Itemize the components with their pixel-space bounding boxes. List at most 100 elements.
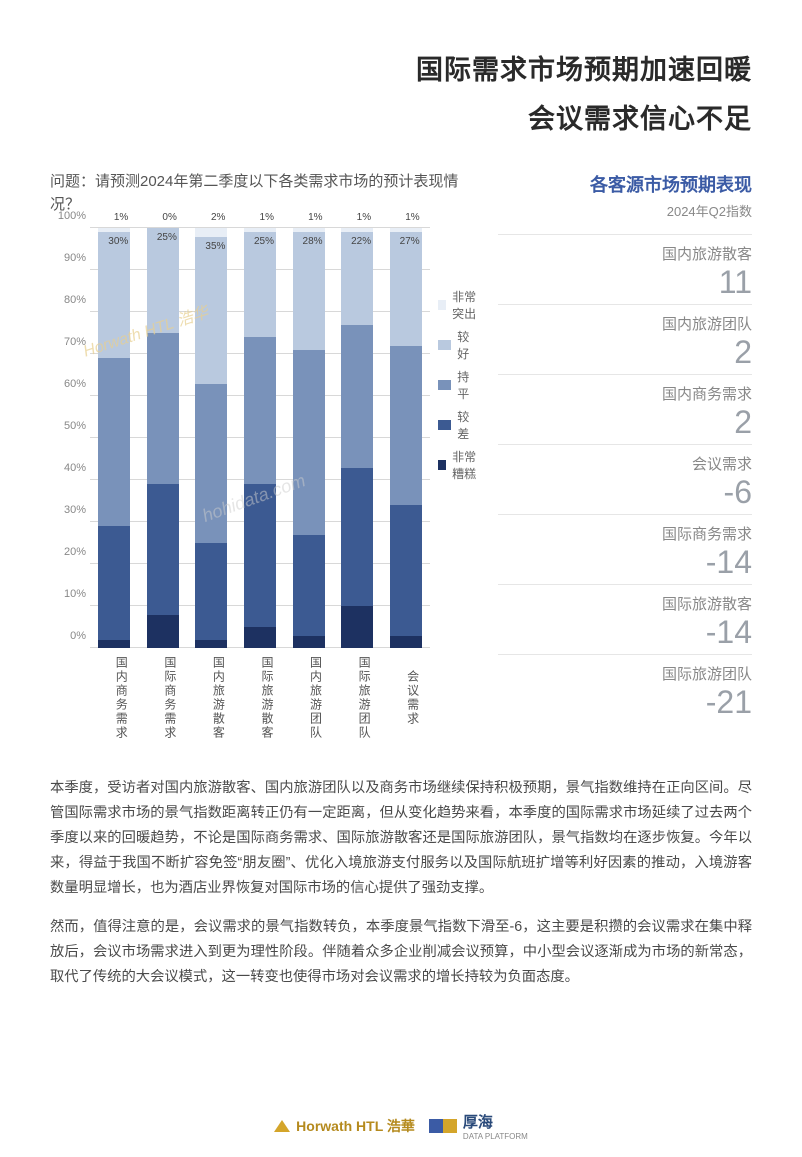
legend-swatch bbox=[438, 300, 446, 310]
bar-segment bbox=[293, 535, 325, 636]
bar-segment bbox=[98, 358, 130, 526]
bar-5: 1%22% bbox=[341, 228, 373, 648]
bar-segment bbox=[293, 228, 325, 232]
bar-0: 1%30% bbox=[98, 228, 130, 648]
footer-horwath-logo: Horwath HTL 浩華 bbox=[274, 1116, 415, 1136]
bar-upper-label: 30% bbox=[108, 236, 128, 247]
metric-label: 国内旅游散客 bbox=[498, 243, 752, 264]
y-axis-label: 70% bbox=[52, 336, 86, 348]
metric-row: 国内商务需求2 bbox=[498, 374, 752, 444]
bar-segment bbox=[293, 636, 325, 649]
y-axis-label: 40% bbox=[52, 462, 86, 474]
body-paragraph: 然而，值得注意的是，会议需求的景气指数转负，本季度景气指数下滑至-6，这主要是积… bbox=[50, 915, 752, 990]
page-title-block: 国际需求市场预期加速回暖 会议需求信心不足 bbox=[50, 46, 752, 143]
metric-row: 国际商务需求-14 bbox=[498, 514, 752, 584]
triangle-icon bbox=[274, 1120, 290, 1132]
legend-label: 较差 bbox=[457, 408, 480, 442]
bar-segment bbox=[293, 350, 325, 535]
legend-swatch bbox=[438, 380, 451, 390]
legend-label: 持平 bbox=[457, 368, 480, 402]
bar-segment bbox=[390, 636, 422, 649]
bar-segment bbox=[147, 228, 179, 333]
bar-segment bbox=[341, 228, 373, 232]
body-paragraph: 本季度，受访者对国内旅游散客、国内旅游团队以及商务市场继续保持积极预期，景气指数… bbox=[50, 776, 752, 901]
footer-houhai-logo: 厚海 DATA PLATFORM bbox=[429, 1111, 528, 1141]
bar-segment bbox=[98, 232, 130, 358]
x-axis-label: 国内旅游散客 bbox=[195, 656, 227, 740]
title-line-1: 国际需求市场预期加速回暖 bbox=[50, 46, 752, 95]
bar-segment bbox=[147, 484, 179, 614]
bar-upper-label: 35% bbox=[205, 241, 225, 252]
y-axis-label: 30% bbox=[52, 504, 86, 516]
metric-value: -14 bbox=[498, 616, 752, 648]
bar-segment bbox=[244, 228, 276, 232]
page-footer: Horwath HTL 浩華 厚海 DATA PLATFORM bbox=[0, 1111, 802, 1141]
bar-top-label: 2% bbox=[211, 212, 225, 223]
metric-value: -6 bbox=[498, 476, 752, 508]
footer-houhai-sub: DATA PLATFORM bbox=[463, 1132, 528, 1141]
legend-swatch bbox=[438, 460, 446, 470]
metric-label: 国际旅游散客 bbox=[498, 593, 752, 614]
bar-segment bbox=[244, 232, 276, 337]
bar-1: 0%25% bbox=[147, 228, 179, 648]
x-axis-label: 国内旅游团队 bbox=[293, 656, 325, 740]
title-line-2: 会议需求信心不足 bbox=[50, 95, 752, 144]
square-icon bbox=[429, 1119, 457, 1133]
bar-segment bbox=[195, 640, 227, 648]
metric-value: -21 bbox=[498, 686, 752, 718]
metric-row: 国内旅游团队2 bbox=[498, 304, 752, 374]
bar-segment bbox=[293, 232, 325, 350]
legend-item: 非常糟糕 bbox=[438, 448, 480, 482]
bar-segment bbox=[195, 543, 227, 640]
x-axis-label: 会议需求 bbox=[390, 656, 422, 740]
metric-row: 会议需求-6 bbox=[498, 444, 752, 514]
bar-6: 1%27% bbox=[390, 228, 422, 648]
bar-upper-label: 28% bbox=[303, 236, 323, 247]
y-axis-label: 80% bbox=[52, 294, 86, 306]
x-axis-label: 国际商务需求 bbox=[147, 656, 179, 740]
bar-segment bbox=[244, 484, 276, 627]
legend-item: 较差 bbox=[438, 408, 480, 442]
bar-top-label: 1% bbox=[308, 212, 322, 223]
metric-label: 会议需求 bbox=[498, 453, 752, 474]
metric-row: 国际旅游团队-21 bbox=[498, 654, 752, 724]
bar-segment bbox=[390, 505, 422, 635]
y-axis-label: 10% bbox=[52, 588, 86, 600]
survey-question: 问题：请预测2024年第二季度以下各类需求市场的预计表现情况？ bbox=[50, 171, 480, 216]
x-axis-label: 国际旅游散客 bbox=[244, 656, 276, 740]
metric-value: 11 bbox=[498, 266, 752, 298]
metrics-subtitle: 2024年Q2指数 bbox=[498, 201, 752, 220]
y-axis-label: 100% bbox=[52, 210, 86, 222]
bar-upper-label: 22% bbox=[351, 236, 371, 247]
metric-label: 国际旅游团队 bbox=[498, 663, 752, 684]
bar-segment bbox=[98, 228, 130, 232]
metrics-panel: 各客源市场预期表现 2024年Q2指数 国内旅游散客11国内旅游团队2国内商务需… bbox=[498, 171, 752, 758]
bar-top-label: 1% bbox=[260, 212, 274, 223]
bar-top-label: 1% bbox=[405, 212, 419, 223]
metric-label: 国内商务需求 bbox=[498, 383, 752, 404]
bar-segment bbox=[390, 232, 422, 345]
metric-row: 国际旅游散客-14 bbox=[498, 584, 752, 654]
bar-segment bbox=[147, 615, 179, 649]
y-axis-label: 90% bbox=[52, 252, 86, 264]
bar-segment bbox=[341, 325, 373, 468]
legend-swatch bbox=[438, 340, 451, 350]
bar-top-label: 1% bbox=[357, 212, 371, 223]
metric-value: -14 bbox=[498, 546, 752, 578]
metrics-title: 各客源市场预期表现 bbox=[498, 171, 752, 197]
metric-row: 国内旅游散客11 bbox=[498, 234, 752, 304]
bar-segment bbox=[195, 237, 227, 384]
bar-upper-label: 25% bbox=[254, 236, 274, 247]
bar-2: 2%35% bbox=[195, 228, 227, 648]
bar-segment bbox=[390, 346, 422, 506]
legend-label: 非常糟糕 bbox=[452, 448, 480, 482]
metric-label: 国际商务需求 bbox=[498, 523, 752, 544]
bar-segment bbox=[244, 627, 276, 648]
chart-legend: 非常突出较好持平较差非常糟糕 bbox=[438, 288, 480, 488]
bar-upper-label: 25% bbox=[157, 232, 177, 243]
legend-label: 非常突出 bbox=[452, 288, 480, 322]
bar-top-label: 1% bbox=[114, 212, 128, 223]
legend-swatch bbox=[438, 420, 451, 430]
bar-4: 1%28% bbox=[293, 228, 325, 648]
bar-top-label: 0% bbox=[162, 212, 176, 223]
